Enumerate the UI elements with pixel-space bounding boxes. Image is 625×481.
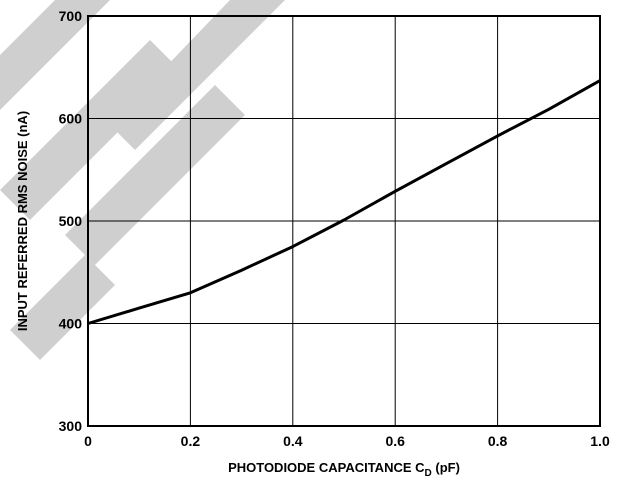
x-tick-label-5: 1.0 [590, 433, 610, 449]
y-tick-label-2: 500 [59, 213, 83, 229]
y-tick-label-1: 400 [59, 316, 83, 332]
x-tick-labels: 0 0.2 0.4 0.6 0.8 1.0 [84, 433, 610, 449]
y-tick-label-4: 700 [59, 8, 83, 24]
x-tick-label-0: 0 [84, 433, 92, 449]
x-tick-label-2: 0.4 [283, 433, 303, 449]
watermark-stroke-2 [110, 0, 285, 150]
x-tick-label-1: 0.2 [181, 433, 201, 449]
x-axis-label: PHOTODIODE CAPACITANCE CD (pF) [228, 460, 460, 479]
x-axis-label-unit: (pF) [432, 460, 460, 475]
watermark-stroke-3 [0, 40, 180, 220]
watermark-stroke-1 [0, 0, 110, 110]
x-tick-label-4: 0.8 [488, 433, 508, 449]
y-tick-label-0: 300 [59, 418, 83, 434]
y-tick-label-3: 600 [59, 111, 83, 127]
x-tick-label-3: 0.6 [385, 433, 405, 449]
y-tick-labels: 300 400 500 600 700 [59, 8, 83, 434]
x-axis-label-subscript: D [425, 468, 432, 479]
y-axis-label: INPUT REFERRED RMS NOISE (nA) [15, 111, 30, 331]
watermark-stroke-4 [65, 85, 245, 265]
plot-frame [87, 15, 601, 427]
x-axis-label-main: PHOTODIODE CAPACITANCE C [228, 460, 425, 475]
watermark [0, 0, 285, 360]
series-line [87, 79, 601, 325]
